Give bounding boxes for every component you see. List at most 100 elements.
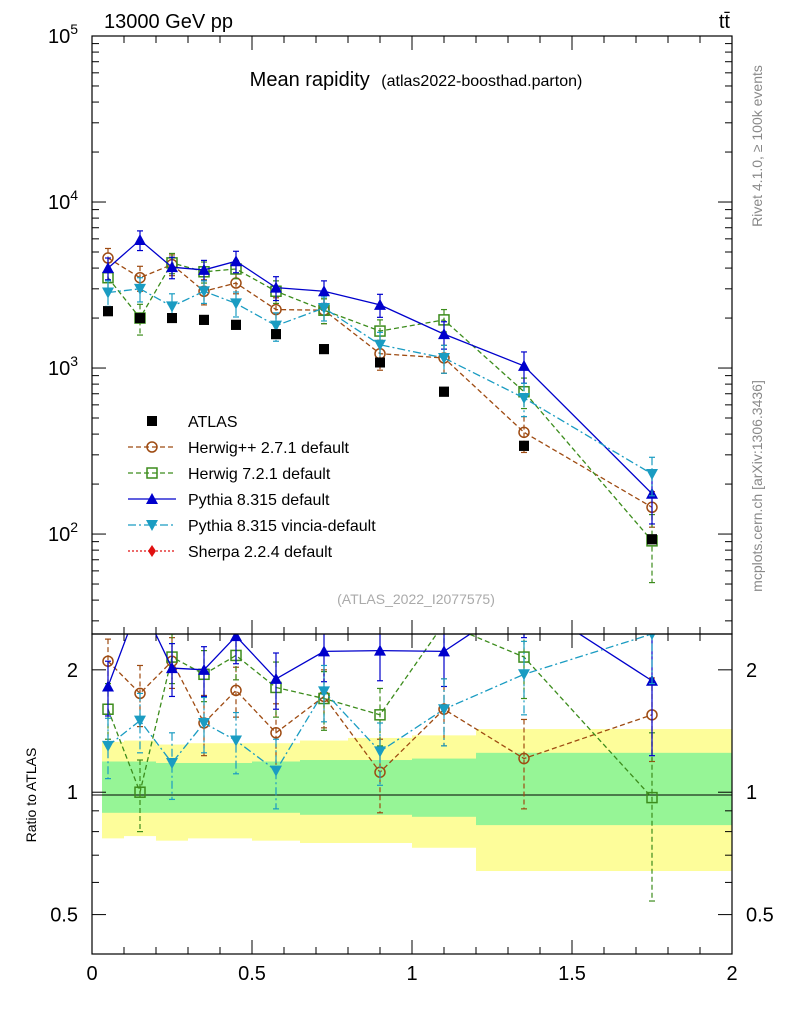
ratio-point	[270, 765, 282, 777]
ratio-point	[270, 672, 282, 684]
series-point	[318, 285, 330, 297]
ratio-xtick-label: 2	[726, 963, 737, 985]
ratio-xtick-label: 0	[86, 963, 97, 985]
energy-label: 13000 GeV pp	[104, 11, 233, 33]
legend-label: ATLAS	[188, 414, 238, 431]
plot-title-main: Mean rapidity	[250, 69, 370, 91]
main-panel: Mean rapidity (atlas2022-boosthad.parton…	[48, 21, 733, 635]
ratio-stat-band	[188, 762, 220, 813]
legend-label: Pythia 8.315 vincia-default	[188, 518, 376, 535]
ratio-point	[102, 680, 114, 692]
ratio-point	[646, 791, 658, 804]
ratio-point	[134, 786, 146, 798]
ratio-clip-group	[102, 592, 658, 902]
series-point	[134, 283, 146, 295]
legend-marker	[146, 441, 158, 453]
legend-entry: ATLAS	[147, 414, 238, 431]
series-point	[318, 302, 330, 314]
ratio-point	[374, 746, 386, 758]
ratio-ytick-label-right: 2	[746, 660, 757, 682]
legend-marker	[148, 545, 156, 557]
process-label: tt̄	[719, 11, 731, 33]
legend-entry: Sherpa 2.2.4 default	[128, 544, 333, 561]
ratio-ytick-label-left: 0.5	[50, 905, 78, 927]
ref-label: (ATLAS_2022_I2077575)	[337, 591, 495, 607]
ratio-point	[438, 704, 450, 716]
atlas-point	[519, 440, 529, 451]
series-point	[374, 298, 386, 310]
ratio-point	[518, 752, 530, 765]
atlas-point	[647, 534, 657, 545]
series-point	[270, 320, 282, 332]
legend-entry: Herwig 7.2.1 default	[128, 466, 331, 483]
ratio-point	[166, 757, 178, 769]
series-point	[166, 261, 178, 273]
legend-label: Herwig++ 2.7.1 default	[188, 440, 350, 457]
series-point	[374, 339, 386, 351]
legend-label: Pythia 8.315 default	[188, 492, 330, 509]
ratio-stat-band	[300, 760, 348, 815]
legend-entry: Pythia 8.315 default	[128, 492, 330, 509]
series-point	[198, 263, 210, 275]
ratio-frame	[91, 633, 733, 955]
ratio-ytick-label-right: 1	[746, 782, 757, 804]
main-ytick-label: 104	[48, 187, 78, 214]
ratio-point	[374, 709, 386, 721]
atlas-point	[167, 313, 177, 324]
series-point	[646, 468, 658, 480]
main-ytick-label: 103	[48, 353, 78, 380]
atlas-point	[199, 314, 209, 325]
series-point	[102, 287, 114, 299]
ratio-xtick-label: 0.5	[238, 963, 266, 985]
ratio-point	[518, 669, 530, 681]
ratio-point	[318, 645, 330, 657]
legend-marker	[147, 416, 157, 426]
main-ytick-label: 105	[48, 21, 78, 48]
ratio-point	[270, 727, 282, 739]
legend-label: Herwig 7.2.1 default	[188, 466, 331, 483]
atlas-point	[439, 386, 449, 397]
legend-marker	[146, 520, 158, 531]
series-point	[198, 286, 210, 298]
ratio-point	[198, 663, 210, 675]
legend-entry: Pythia 8.315 vincia-default	[128, 518, 376, 535]
ratio-point	[198, 717, 210, 729]
atlas-point	[319, 344, 329, 355]
main-ytick-label: 102	[48, 519, 78, 546]
atlas-overlay	[103, 306, 657, 545]
series-point	[438, 328, 450, 340]
series-point	[518, 392, 530, 404]
ratio-point	[134, 595, 146, 606]
ratio-point	[102, 740, 114, 752]
series-point	[102, 262, 114, 274]
legend: ATLAS Herwig++ 2.7.1 default Herwig 7.2.1 …	[128, 414, 376, 561]
ratio-stat-band	[476, 752, 572, 826]
ratio-ytick-label-right: 0.5	[746, 905, 774, 927]
ratio-panel: 0 0.5 1 1.5 2 0.5 0.5 1 1 2 2 Ratio to ATLAS	[23, 592, 774, 985]
legend-marker	[146, 493, 158, 504]
ratio-series-3	[102, 634, 656, 810]
series-3	[102, 230, 658, 525]
ratio-point	[518, 592, 530, 603]
plot-title-analysis: (atlas2022-boosthad.parton)	[381, 73, 582, 90]
atlas-point	[375, 357, 385, 368]
rivet-label: Rivet 4.1.0, ≥ 100k events	[749, 65, 765, 227]
ratio-xtick-label: 1	[406, 963, 417, 985]
series-point	[230, 298, 242, 310]
atlas-point	[135, 313, 145, 324]
legend-marker	[146, 467, 158, 479]
legend-label: Sherpa 2.2.4 default	[188, 544, 333, 561]
ratio-point	[438, 645, 450, 657]
ratio-point	[230, 735, 242, 747]
plot-title: Mean rapidity (atlas2022-boosthad.parton…	[250, 69, 583, 91]
series-point	[230, 255, 242, 267]
ratio-line	[107, 660, 653, 774]
ratio-point	[648, 634, 656, 640]
ratio-point	[134, 715, 146, 727]
ratio-stat-band	[220, 762, 252, 813]
legend-entry: Herwig++ 2.7.1 default	[128, 440, 350, 457]
atlas-point	[231, 319, 241, 330]
ratio-point	[230, 684, 242, 697]
ratio-stat-band	[102, 761, 124, 813]
series-point	[518, 359, 530, 371]
